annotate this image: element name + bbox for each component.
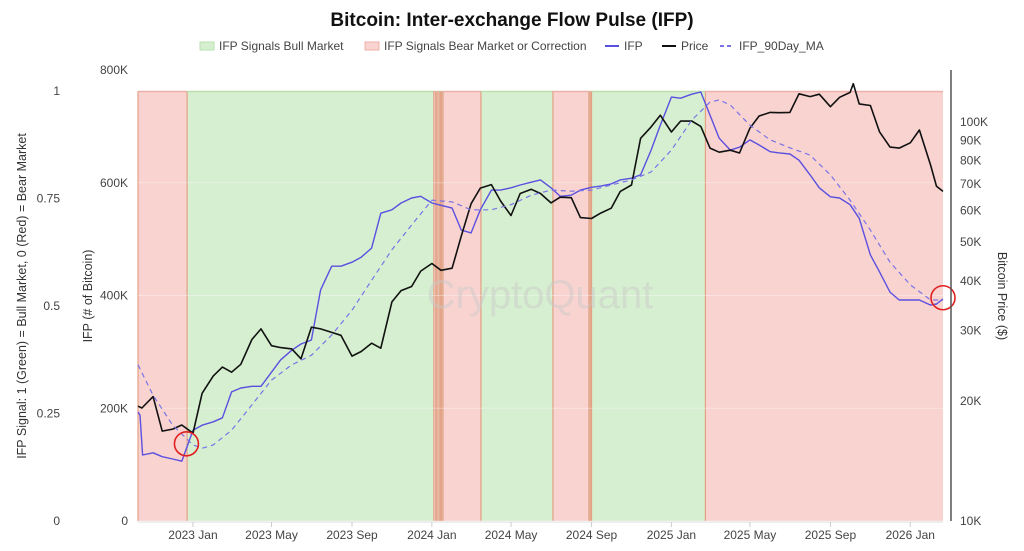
bear-band	[442, 91, 481, 521]
x-tick-label: 2023 Jan	[168, 528, 217, 542]
x-tick-label: 2025 May	[724, 528, 777, 542]
watermark-logo: CryptoQuant	[427, 273, 654, 317]
bear-band	[440, 91, 442, 521]
legend-item[interactable]: IFP_90Day_MA	[720, 39, 824, 53]
y-axis-signal-title: IFP Signal: 1 (Green) = Bull Market, 0 (…	[15, 133, 29, 459]
annotation-circle	[173, 430, 200, 457]
signal-bands	[137, 90, 943, 521]
legend-swatch	[364, 41, 380, 51]
y-axis-ifp-title: IFP (# of Bitcoin)	[81, 250, 95, 343]
y-axis-price-title: Bitcoin Price ($)	[995, 252, 1009, 340]
x-tick-label: 2026 Jan	[886, 528, 935, 542]
legend-label: IFP	[624, 39, 643, 53]
y-price-tick-label: 10K	[960, 514, 981, 528]
axes: 2023 Jan 2023 May 2023 Sep 2024 Jan 2024 May…	[37, 63, 988, 542]
legend-item[interactable]: IFP	[605, 39, 643, 53]
legend: IFP Signals Bull Market IFP Signals Bear …	[199, 39, 824, 53]
y-ifp-tick-label: 200K	[100, 401, 128, 415]
x-tick-label: 2023 Sep	[326, 528, 378, 542]
legend-label: Price	[681, 39, 709, 53]
chart-title: Bitcoin: Inter-exchange Flow Pulse (IFP)	[330, 10, 693, 31]
x-tick-label: 2025 Jan	[647, 528, 696, 542]
series-line-ifp	[137, 91, 944, 462]
x-tick-label: 2025 Sep	[805, 528, 857, 542]
x-tick-label: 2024 Sep	[566, 528, 618, 542]
gridlines	[138, 69, 943, 522]
y-price-tick-label: 30K	[960, 324, 981, 338]
y-price-tick-label: 100K	[960, 115, 988, 129]
y-ifp-tick-label: 400K	[100, 289, 128, 303]
y-signal-tick-label: 0.5	[43, 299, 60, 313]
legend-item[interactable]: IFP Signals Bear Market or Correction	[364, 39, 587, 53]
y-signal-tick-label: 0	[53, 514, 60, 528]
bear-band	[437, 91, 440, 521]
y-signal-tick-label: 1	[53, 84, 60, 98]
series-line-ifp_90day_ma	[137, 99, 943, 449]
y-signal-tick-label: 0.75	[37, 192, 61, 206]
y-price-tick-label: 40K	[960, 274, 981, 288]
annotation-circle	[930, 284, 956, 311]
legend-label: IFP_90Day_MA	[739, 39, 824, 53]
y-price-tick-label: 80K	[960, 154, 981, 168]
legend-label: IFP Signals Bull Market	[219, 39, 344, 53]
bull-band	[439, 91, 441, 521]
bear-band	[705, 91, 943, 521]
legend-swatch	[199, 41, 215, 51]
y-price-tick-label: 70K	[960, 177, 981, 191]
y-price-tick-label: 50K	[960, 235, 981, 249]
y-price-tick-label: 60K	[960, 204, 981, 218]
bull-band	[480, 91, 553, 521]
annotations	[173, 284, 956, 457]
x-tick-label: 2024 May	[485, 528, 538, 542]
x-tick-label: 2023 May	[245, 528, 298, 542]
x-tick-label: 2024 Jan	[407, 528, 456, 542]
bear-band	[138, 91, 188, 521]
bear-band	[552, 91, 589, 521]
bull-band	[588, 91, 591, 521]
y-ifp-tick-label: 0	[121, 514, 128, 528]
y-signal-tick-label: 0.25	[37, 407, 61, 421]
bull-band	[435, 91, 438, 521]
bear-band	[590, 91, 592, 521]
bull-band	[591, 91, 706, 521]
series-lines	[137, 82, 944, 462]
series-line-price	[137, 82, 944, 434]
y-ifp-tick-label: 800K	[100, 63, 128, 77]
legend-label: IFP Signals Bear Market or Correction	[384, 39, 587, 53]
legend-item[interactable]: Price	[662, 39, 709, 53]
y-price-tick-label: 20K	[960, 394, 981, 408]
bear-band	[433, 91, 436, 521]
y-price-tick-label: 90K	[960, 133, 981, 147]
bull-band	[441, 91, 443, 521]
legend-item[interactable]: IFP Signals Bull Market	[199, 39, 344, 53]
bull-band	[187, 91, 434, 521]
y-ifp-tick-label: 600K	[100, 176, 128, 190]
